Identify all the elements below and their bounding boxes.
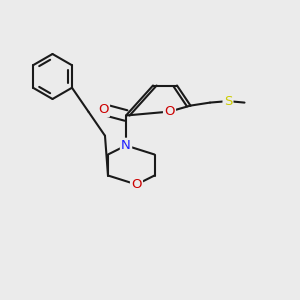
Text: N: N: [121, 139, 131, 152]
Text: O: O: [98, 103, 109, 116]
Text: O: O: [164, 105, 175, 118]
Text: O: O: [131, 178, 142, 191]
Text: S: S: [224, 94, 232, 108]
